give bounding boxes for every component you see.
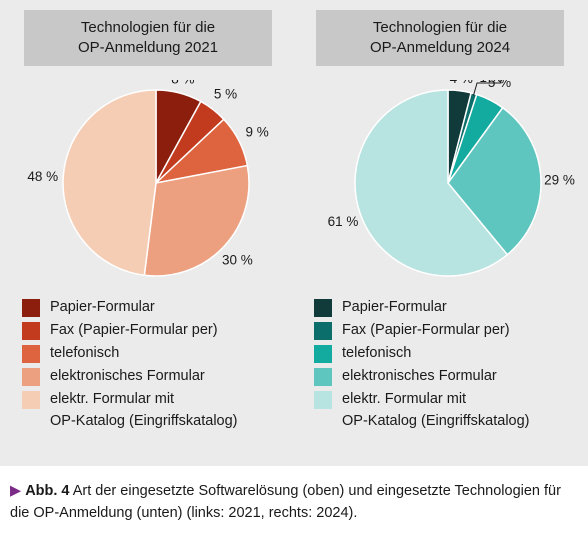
pie-chart-2021: 8 % 5 % 9 % 30 % 48 %	[27, 80, 269, 277]
legend-2024: Papier-Formular Fax (Papier-Formular per…	[314, 298, 584, 432]
slice-value-label: 9 %	[245, 124, 268, 139]
legend-item-telefonisch: telefonisch	[22, 344, 292, 367]
legend-label-line-1: elektr. Formular mit	[342, 391, 467, 407]
legend-label: Papier-Formular	[342, 299, 447, 315]
pie-slice	[447, 106, 542, 256]
legend-item-fax: Fax (Papier-Formular per)	[314, 321, 584, 344]
chart-title-2021-line-2: OP-Anmeldung 2021	[77, 39, 219, 56]
caption-text: ▶ Abb. 4 Art der eingesetzte Softwarelös…	[10, 480, 580, 524]
legend-label: telefonisch	[50, 345, 120, 361]
legend-swatch	[314, 368, 332, 386]
legend-swatch	[314, 345, 332, 363]
legend-label: elektronisches Formular	[50, 368, 205, 384]
caption-body: Art der eingesetzte Softwarelösung (oben…	[10, 483, 561, 521]
legend-label: Fax (Papier-Formular per)	[50, 322, 218, 338]
legend-item-op-katalog: elektr. Formular mit OP-Katalog (Eingrif…	[22, 390, 292, 432]
legend-label: elektronisches Formular	[342, 368, 497, 384]
slice-value-label: 5 %	[214, 86, 237, 101]
legend-label: elektr. Formular mit OP-Katalog (Eingrif…	[342, 388, 530, 432]
slice-value-label: 1 %	[479, 80, 502, 85]
chart-title-2021-line-1: Technologien für die	[80, 19, 216, 36]
legend-label-line-2: OP-Katalog (Eingriffskatalog)	[50, 413, 238, 429]
legend-item-telefonisch: telefonisch	[314, 344, 584, 367]
legend-label: Fax (Papier-Formular per)	[342, 322, 510, 338]
legend-swatch	[314, 322, 332, 340]
legend-swatch	[314, 299, 332, 317]
chart-title-2024-line-2: OP-Anmeldung 2024	[369, 39, 511, 56]
pie-slice	[62, 89, 157, 277]
legend-label-line-1: elektr. Formular mit	[50, 391, 175, 407]
legend-swatch	[22, 322, 40, 340]
slice-value-label: 8 %	[171, 80, 194, 87]
figure-area: Technologien für die OP-Anmeldung 2021 8…	[4, 0, 584, 458]
legend-label: Papier-Formular	[50, 299, 155, 315]
legend-swatch	[22, 368, 40, 386]
legend-item-papier-formular: Papier-Formular	[314, 298, 584, 321]
legend-item-elektronisches-formular: elektronisches Formular	[314, 367, 584, 390]
legend-label-line-2: OP-Katalog (Eingriffskatalog)	[342, 413, 530, 429]
legend-label: elektr. Formular mit OP-Katalog (Eingrif…	[50, 388, 238, 432]
chart-title-2024-line-1: Technologien für die	[372, 19, 508, 36]
slice-value-label: 48 %	[27, 169, 58, 184]
pie-slice	[354, 89, 509, 277]
legend-swatch	[22, 345, 40, 363]
legend-swatch	[314, 391, 332, 409]
chart-title-2024: Technologien für die OP-Anmeldung 2024	[316, 10, 564, 66]
legend-item-elektronisches-formular: elektronisches Formular	[22, 367, 292, 390]
legend-label: telefonisch	[342, 345, 412, 361]
pie-chart-2024: 4 % 1 %5 % 29 % 61 %	[328, 80, 575, 277]
slice-value-label: 29 %	[544, 172, 575, 187]
chart-panel-2024: Technologien für die OP-Anmeldung 2024 4…	[296, 0, 584, 458]
legend-item-papier-formular: Papier-Formular	[22, 298, 292, 321]
legend-2021: Papier-Formular Fax (Papier-Formular per…	[22, 298, 292, 432]
chart-panel-2021: Technologien für die OP-Anmeldung 2021 8…	[4, 0, 292, 458]
legend-swatch	[22, 391, 40, 409]
legend-item-fax: Fax (Papier-Formular per)	[22, 321, 292, 344]
caption-marker: ▶	[10, 483, 22, 499]
label-leader-line	[472, 82, 502, 96]
pie-slice	[143, 164, 250, 277]
figure-caption: ▶ Abb. 4 Art der eingesetzte Softwarelös…	[0, 458, 588, 535]
slice-value-label: 5 %	[488, 80, 511, 90]
caption-label: Abb. 4	[25, 483, 70, 499]
chart-title-2021: Technologien für die OP-Anmeldung 2021	[24, 10, 272, 66]
slice-value-label: 61 %	[328, 214, 359, 229]
legend-item-op-katalog: elektr. Formular mit OP-Katalog (Eingrif…	[314, 390, 584, 432]
slice-value-label: 30 %	[222, 252, 253, 267]
legend-swatch	[22, 299, 40, 317]
slice-value-label: 4 %	[450, 80, 473, 86]
